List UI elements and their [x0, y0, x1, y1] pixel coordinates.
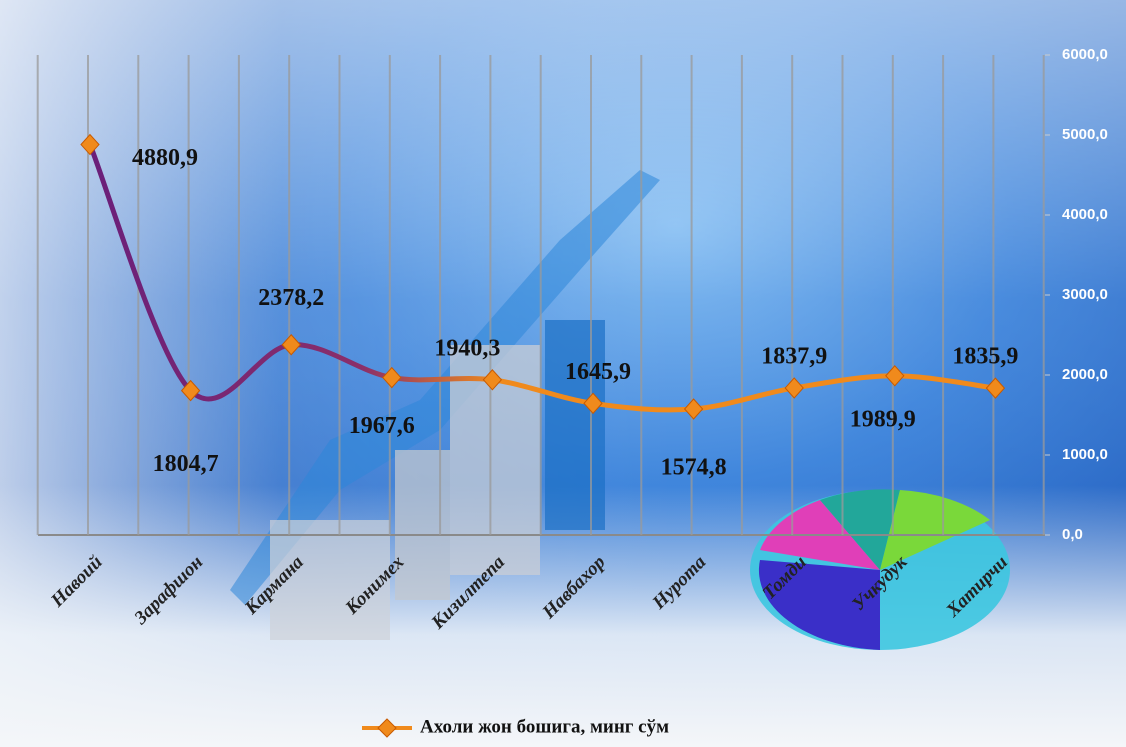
x-tick-label: Нурота	[648, 551, 711, 614]
y2-tick-label: 0,0	[1062, 526, 1083, 543]
y2-tick-label: 2000,0	[1062, 366, 1108, 383]
decor-pie	[820, 489, 900, 570]
series-line	[87, 143, 996, 413]
data-label: 1967,6	[349, 413, 415, 439]
marker	[482, 369, 503, 391]
marker	[583, 392, 603, 415]
x-tick-label: Зарафшон	[130, 552, 208, 630]
decor-bar	[270, 520, 390, 640]
x-tick-label: Навбахор	[538, 552, 610, 624]
legend-marker	[377, 718, 397, 738]
data-label: 1940,3	[434, 335, 500, 361]
legend-label: Ахоли жон бошига, минг сўм	[420, 716, 669, 737]
data-label: 1989,9	[850, 406, 916, 432]
marker	[683, 398, 704, 420]
data-label: 1835,9	[952, 344, 1018, 370]
marker	[985, 377, 1006, 399]
marker	[784, 377, 804, 399]
decor-pie	[758, 560, 880, 650]
x-tick-label: Навоий	[46, 552, 106, 612]
marker	[80, 133, 100, 156]
decor-bar	[545, 320, 605, 530]
decor-pie	[880, 490, 990, 570]
y2-tick-label: 3000,0	[1062, 286, 1108, 303]
marker	[382, 366, 402, 389]
decor-bar	[395, 450, 450, 600]
marker	[281, 333, 301, 356]
marker	[180, 379, 201, 402]
data-label: 1804,7	[153, 451, 219, 477]
y2-tick-label: 6000,0	[1062, 46, 1108, 63]
data-label: 1645,9	[565, 359, 631, 385]
data-label: 1837,9	[761, 343, 827, 369]
decor-arrow	[230, 170, 660, 605]
y2-tick-label: 1000,0	[1062, 446, 1108, 463]
y2-tick-label: 4000,0	[1062, 206, 1108, 223]
data-label: 1574,8	[661, 455, 727, 481]
y2-tick-label: 5000,0	[1062, 126, 1108, 143]
marker	[885, 365, 905, 387]
data-label: 2378,2	[258, 285, 324, 311]
data-label: 4880,9	[132, 145, 198, 171]
